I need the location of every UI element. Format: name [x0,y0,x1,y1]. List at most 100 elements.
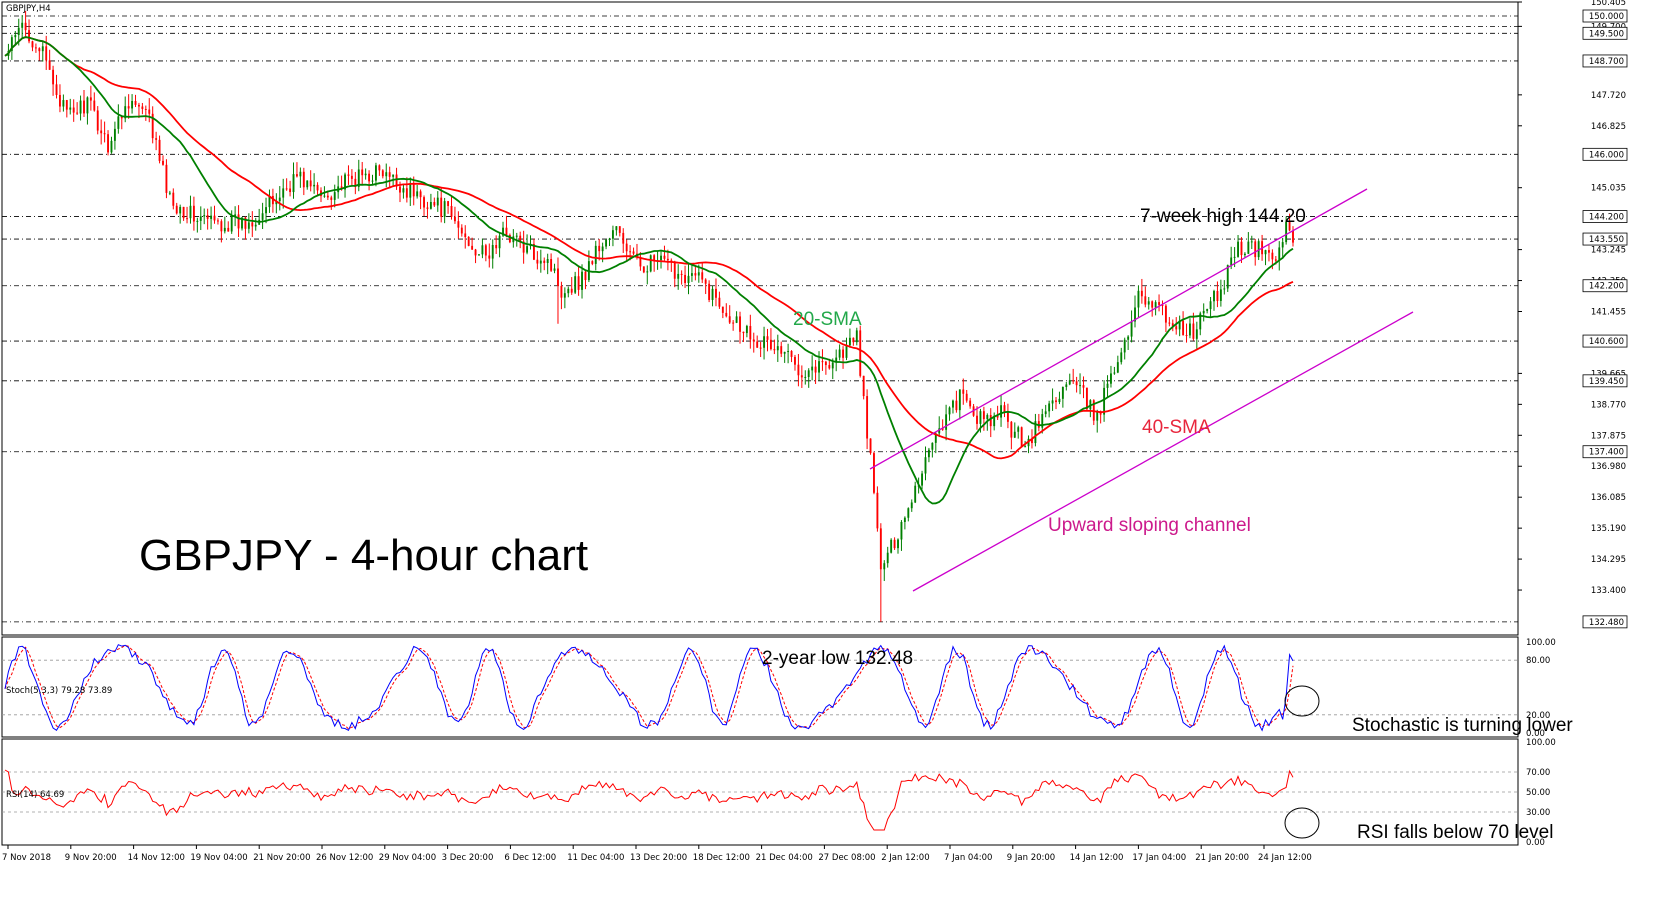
candle-body [938,428,941,434]
candle-body [210,215,213,219]
candle-body [677,273,680,279]
candle-body [299,171,302,177]
candle-body [828,365,831,369]
candle-body [814,366,817,373]
candle-body [735,316,738,323]
stoch-tick-label: 80.00 [1526,656,1550,666]
stoch-main-line [4,644,1294,732]
candle-body [869,438,872,454]
candle-body [1164,305,1167,323]
candle-body [728,316,731,323]
candle-body [1288,221,1291,231]
candle-body [24,22,27,31]
candle-body [1292,230,1294,243]
candle-body [921,473,924,486]
candle-body [1031,438,1033,444]
candle-body [52,69,55,85]
time-tick-label: 7 Jan 04:00 [944,853,992,863]
candle-body [886,552,889,564]
candle-body [893,539,896,549]
candle-body [127,106,130,109]
candle-body [1075,381,1078,386]
candle-body [330,197,333,200]
candle-body [217,220,219,222]
rsi-tick-label: 30.00 [1526,808,1550,818]
candle-body [1257,241,1260,258]
candle-body [89,97,92,101]
candle-body [443,201,446,217]
level-label: 146.000 [1589,150,1624,160]
level-label: 150.000 [1589,12,1624,22]
candle-body [862,375,865,397]
candle-body [1226,265,1229,289]
candle-body [21,22,24,28]
candle-body [227,227,230,232]
candle-body [433,202,436,206]
candle-body [1127,336,1130,340]
rsi-tick-label: 100.00 [1526,738,1556,748]
candle-body [615,226,618,231]
low-annotation: 2-year low 132.48 [762,648,913,669]
candle-body [113,128,116,141]
stoch-tick-label: 20.00 [1526,711,1550,721]
candle-body [1278,247,1281,261]
candle-body [670,260,673,262]
candle-body [344,174,346,190]
candle-body [381,170,384,177]
candle-body [1110,373,1112,384]
candle-body [618,226,621,233]
candle-body [399,186,401,193]
candle-body [526,246,529,253]
candle-body [632,251,635,254]
candle-body [271,195,274,205]
price-tick-label: 150.405 [1591,0,1626,8]
candle-body [787,351,790,353]
candle-body [347,174,350,176]
level-label-box [1582,615,1628,629]
level-label-box [1582,445,1628,459]
candle-body [93,100,96,111]
time-tick-label: 9 Nov 20:00 [65,853,117,863]
moving-averages [4,36,1294,505]
candle-body [780,346,783,354]
candle-body [794,356,796,365]
candle-body [563,293,566,298]
candle-body [1137,290,1140,308]
candle-body [241,217,243,229]
candle-body [1085,387,1088,410]
candle-body [251,222,254,227]
candle-body [1178,320,1181,330]
candle-body [910,502,913,509]
candle-body [577,276,580,290]
level-label-box [1582,374,1628,388]
candle-body [993,415,996,427]
time-tick-label: 21 Nov 20:00 [253,853,310,863]
candle-body [952,400,954,408]
candle-body [502,227,504,236]
candle-body [1237,241,1239,257]
time-tick-label: 24 Jan 12:00 [1258,853,1312,863]
candle-body [1079,385,1081,387]
candle-body [903,517,906,522]
candle-body [1151,301,1154,308]
upward-channel [869,188,1414,592]
candle-body [131,100,134,109]
candle-body [247,222,250,229]
candle-body [622,232,625,244]
candle-body [296,174,298,177]
candle-body [522,241,525,253]
rsi-tick-label: 0.00 [1526,838,1545,848]
rsi-tick-label: 50.00 [1526,788,1550,798]
candle-body [158,139,161,161]
candle-body [416,191,419,197]
candle-body [326,195,329,198]
rsi-line [4,769,1294,831]
candle-body [76,112,79,114]
candle-body [1024,446,1027,448]
price-tick-label: 135.190 [1591,524,1626,534]
candle-body [151,113,154,139]
candle-body [739,316,741,332]
candle-body [292,174,295,193]
candle-body [148,109,151,114]
candle-body [453,216,456,222]
